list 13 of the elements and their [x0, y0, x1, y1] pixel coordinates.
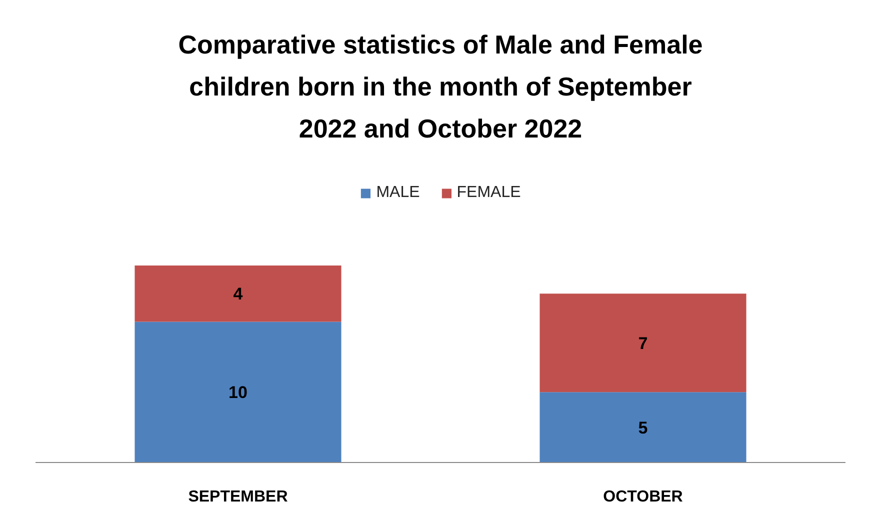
legend-label: MALE [376, 184, 420, 202]
bar [134, 322, 342, 462]
data-label: 10 [228, 383, 248, 402]
chart-title: Comparative statistics of Male and Female children born in the month of September 2022 and October 2022 [178, 30, 703, 144]
data-label: 7 [638, 334, 648, 353]
data-label: 5 [638, 418, 648, 438]
bar [540, 294, 746, 392]
x-tick-label: OCTOBER [603, 488, 684, 506]
bar [540, 392, 746, 462]
legend-label: FEMALE [456, 184, 521, 202]
bar [134, 266, 342, 322]
x-tick-label: SEPTEMBER [188, 488, 288, 506]
data-label: 4 [233, 284, 244, 304]
